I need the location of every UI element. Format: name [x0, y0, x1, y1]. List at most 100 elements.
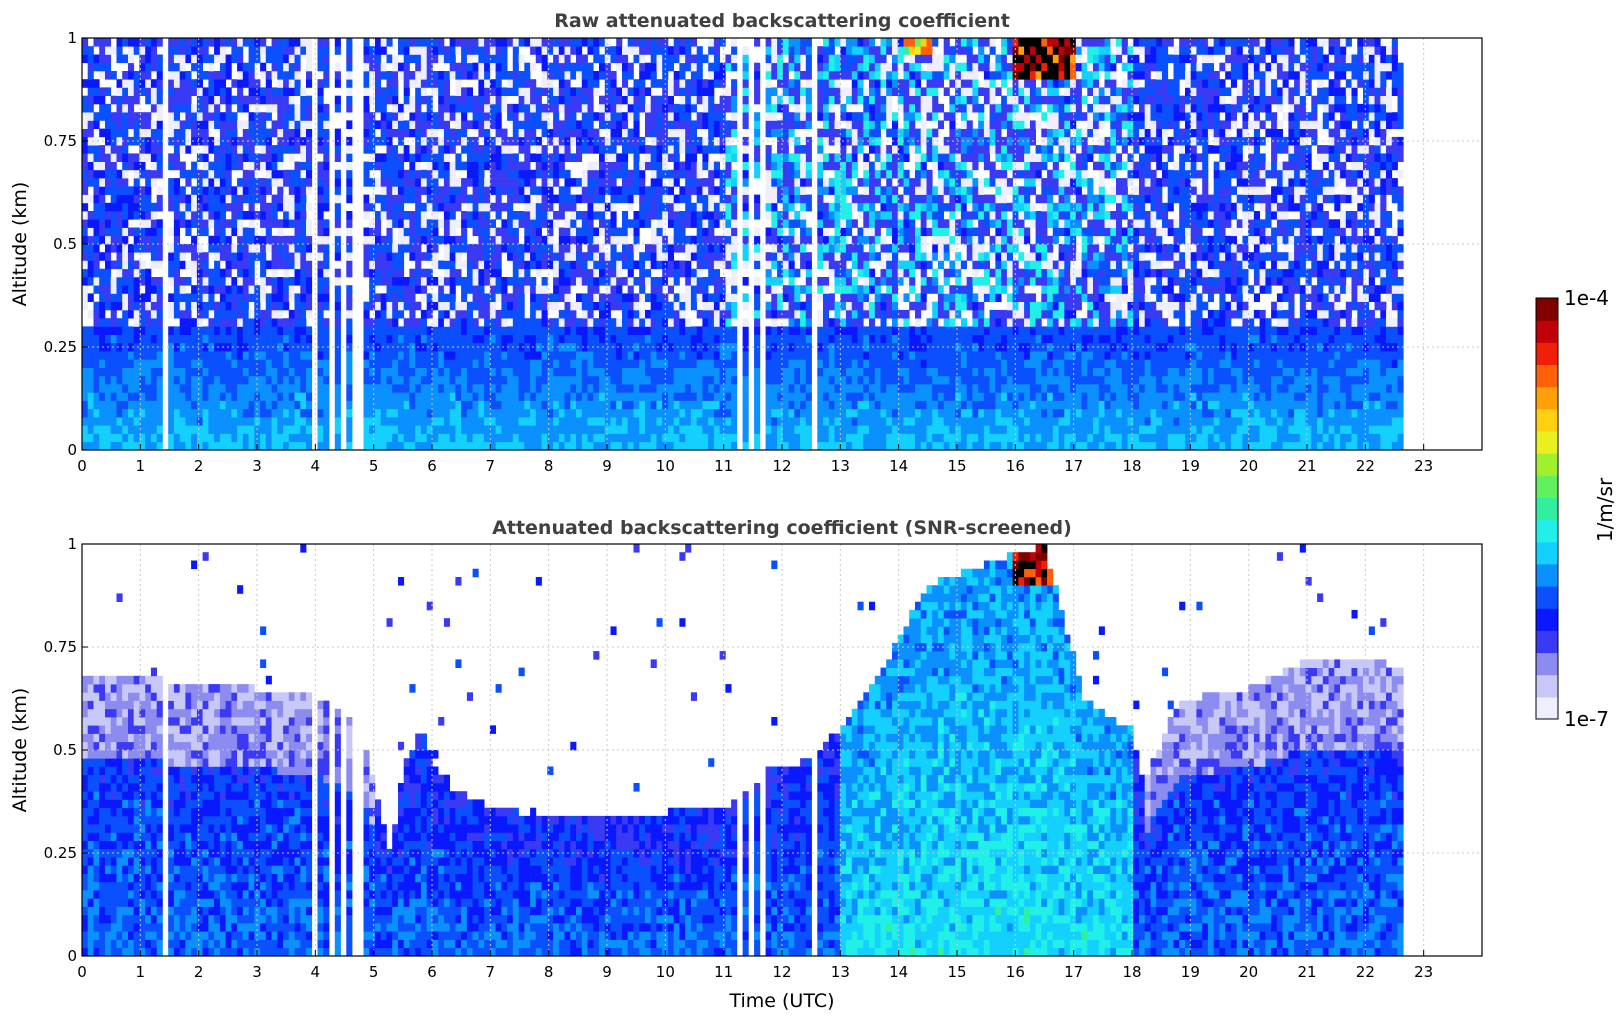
- heatmap-cell: [472, 351, 479, 360]
- heatmap-cell: [765, 433, 772, 443]
- heatmap-cell: [650, 235, 657, 245]
- heatmap-cell: [260, 112, 267, 121]
- heatmap-cell: [139, 392, 146, 401]
- heatmap-cell: [645, 153, 652, 162]
- heatmap-cell: [443, 244, 450, 253]
- heatmap-cell: [512, 161, 519, 171]
- heatmap-cell: [93, 95, 100, 105]
- heatmap-cell: [99, 375, 106, 385]
- heatmap-cell: [231, 392, 238, 401]
- heatmap-cell: [403, 318, 410, 327]
- heatmap-cell: [214, 71, 221, 80]
- heatmap-cell: [610, 112, 617, 121]
- heatmap-cell: [179, 367, 186, 377]
- heatmap-cell: [656, 441, 663, 451]
- heatmap-cell: [179, 145, 186, 154]
- heatmap-cell: [265, 54, 272, 64]
- heatmap-cell: [690, 384, 697, 393]
- heatmap-cell: [380, 235, 387, 245]
- heatmap-cell: [599, 417, 606, 426]
- heatmap-cell: [145, 293, 152, 302]
- heatmap-cell: [191, 54, 198, 64]
- heatmap-cell: [237, 301, 244, 311]
- heatmap-cell: [82, 252, 89, 261]
- heatmap-cell: [443, 375, 450, 385]
- heatmap-cell: [156, 400, 163, 410]
- heatmap-cell: [553, 326, 560, 335]
- heatmap-cell: [610, 202, 617, 212]
- heatmap-cell: [191, 46, 198, 55]
- heatmap-cell: [639, 87, 646, 96]
- heatmap-cell: [156, 309, 163, 319]
- heatmap-cell: [662, 301, 669, 311]
- heatmap-cell: [99, 178, 106, 187]
- heatmap-cell: [317, 392, 324, 401]
- heatmap-cell: [415, 169, 422, 179]
- heatmap-cell: [214, 334, 221, 344]
- heatmap-cell: [306, 186, 313, 195]
- heatmap-cell: [139, 219, 146, 228]
- heatmap-cell: [380, 153, 387, 162]
- heatmap-cell: [105, 178, 112, 187]
- heatmap-cell: [317, 277, 324, 286]
- heatmap-cell: [133, 120, 140, 129]
- heatmap-cell: [116, 268, 123, 278]
- heatmap-cell: [472, 375, 479, 385]
- heatmap-cell: [242, 38, 249, 47]
- heatmap-cell: [288, 375, 295, 385]
- heatmap-cell: [93, 244, 100, 253]
- heatmap-cell: [409, 71, 416, 80]
- heatmap-cell: [403, 95, 410, 105]
- heatmap-cell: [524, 103, 531, 113]
- heatmap-cell: [323, 392, 330, 401]
- heatmap-cell: [696, 293, 703, 302]
- heatmap-cell: [133, 285, 140, 294]
- heatmap-cell: [306, 227, 313, 237]
- heatmap-cell: [323, 301, 330, 311]
- heatmap-cell: [150, 293, 157, 302]
- heatmap-cell: [323, 219, 330, 228]
- heatmap-cell: [472, 277, 479, 286]
- heatmap-cell: [604, 334, 611, 344]
- heatmap-cell: [639, 54, 646, 64]
- heatmap-cell: [564, 268, 571, 278]
- heatmap-cell: [420, 293, 427, 302]
- heatmap-cell: [478, 334, 485, 344]
- heatmap-cell: [363, 252, 370, 261]
- heatmap-cell: [139, 54, 146, 64]
- heatmap-cell: [725, 219, 732, 228]
- heatmap-cell: [564, 227, 571, 237]
- heatmap-cell: [599, 145, 606, 154]
- heatmap-cell: [443, 153, 450, 162]
- heatmap-cell: [765, 367, 772, 377]
- heatmap-cell: [650, 375, 657, 385]
- heatmap-cell: [495, 62, 502, 72]
- heatmap-cell: [87, 400, 94, 410]
- heatmap-cell: [196, 38, 203, 47]
- heatmap-cell: [254, 417, 261, 426]
- heatmap-cell: [593, 38, 600, 47]
- heatmap-cell: [690, 79, 697, 88]
- heatmap-cell: [530, 425, 537, 434]
- heatmap-cell: [375, 367, 382, 377]
- heatmap-cell: [512, 244, 519, 253]
- heatmap-cell: [196, 54, 203, 64]
- heatmap-cell: [426, 252, 433, 261]
- heatmap-cell: [587, 326, 594, 335]
- heatmap-cell: [128, 38, 135, 47]
- heatmap-cell: [254, 161, 261, 171]
- heatmap-cell: [283, 54, 290, 64]
- heatmap-cell: [208, 38, 215, 47]
- heatmap-cell: [208, 186, 215, 195]
- heatmap-cell: [667, 244, 674, 253]
- heatmap-cell: [742, 326, 749, 335]
- heatmap-cell: [501, 38, 508, 47]
- heatmap-cell: [673, 277, 680, 286]
- heatmap-cell: [409, 95, 416, 105]
- heatmap-cell: [512, 128, 519, 138]
- heatmap-cell: [443, 120, 450, 129]
- heatmap-cell: [472, 38, 479, 47]
- heatmap-cell: [225, 260, 232, 270]
- heatmap-cell: [512, 326, 519, 335]
- heatmap-cell: [599, 95, 606, 105]
